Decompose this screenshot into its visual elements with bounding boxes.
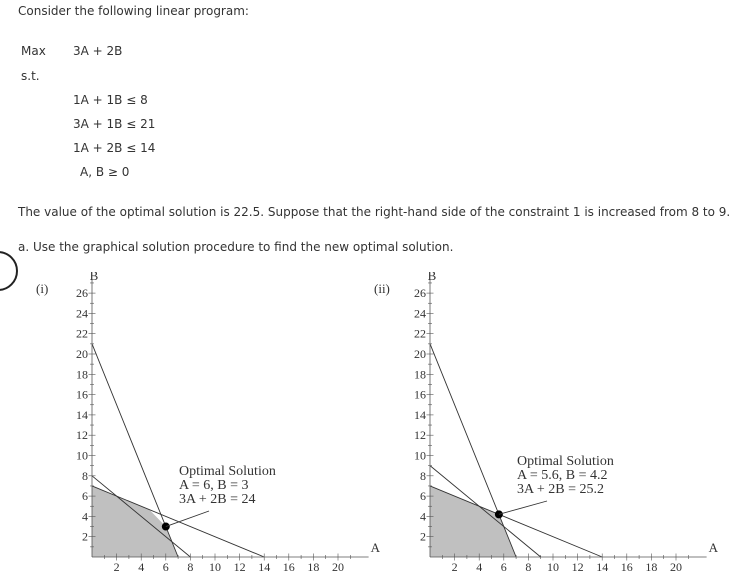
nonnegativity-constraint: A, B ≥ 0: [80, 165, 130, 179]
x-tick-label: 8: [525, 560, 531, 574]
constraint-line-1: [429, 343, 517, 558]
constraint-line-3: [91, 475, 191, 558]
x-axis-label: A: [371, 540, 381, 555]
y-tick-label: 12: [414, 428, 426, 442]
x-tick-label: 12: [234, 560, 246, 574]
annotation-leader-line: [498, 500, 548, 515]
option-ii-label[interactable]: (ii): [374, 281, 390, 296]
x-tick-label: 14: [596, 560, 608, 574]
annotation-leader-line: [165, 510, 210, 527]
x-tick-label: 14: [258, 560, 270, 574]
intro-text: Consider the following linear program:: [18, 4, 249, 18]
x-tick-label: 4: [476, 560, 482, 574]
option-i-label[interactable]: (i): [36, 281, 49, 296]
y-tick-label: 22: [76, 327, 88, 341]
x-tick-label: 18: [307, 560, 319, 574]
constraint-3: 1A + 2B ≤ 14: [73, 141, 156, 155]
y-tick-label: 18: [414, 367, 426, 381]
feasible-region: [430, 485, 517, 557]
question-text: a. Use the graphical solution procedure …: [18, 240, 454, 254]
objective-expression: 3A + 2B: [73, 44, 123, 58]
y-tick-label: 6: [82, 489, 88, 503]
y-tick-label: 2: [82, 530, 88, 544]
constraint-line-2: [91, 485, 265, 558]
constraint-line-3: [429, 465, 541, 558]
y-axis-label: B: [428, 272, 437, 283]
x-tick-label: 6: [163, 560, 169, 574]
y-tick-label: 14: [414, 408, 426, 422]
x-tick-label: 16: [621, 560, 633, 574]
x-tick-label: 10: [547, 560, 559, 574]
y-tick-label: 24: [414, 306, 426, 320]
y-tick-label: 2: [420, 530, 426, 544]
problem-statement: The value of the optimal solution is 22.…: [18, 205, 731, 219]
y-tick-label: 10: [414, 449, 426, 463]
optimal-solution-annotation-line: A = 6, B = 3: [179, 478, 248, 493]
x-tick-label: 18: [645, 560, 657, 574]
y-tick-label: 26: [414, 286, 426, 300]
constraint-line-1: [91, 343, 179, 558]
y-tick-label: 8: [420, 469, 426, 483]
x-tick-label: 20: [332, 560, 344, 574]
y-axis-label: B: [90, 272, 99, 283]
constraint-line-2: [429, 485, 603, 558]
y-tick-label: 4: [420, 509, 426, 523]
y-tick-label: 16: [76, 388, 88, 402]
optimal-solution-annotation-line: 3A + 2B = 25.2: [517, 482, 604, 497]
x-tick-label: 2: [452, 560, 458, 574]
y-tick-label: 4: [82, 509, 88, 523]
x-tick-label: 6: [501, 560, 507, 574]
x-tick-label: 2: [114, 560, 120, 574]
x-tick-label: 16: [283, 560, 295, 574]
objective-label: Max: [21, 44, 46, 58]
constraint-2: 3A + 1B ≤ 21: [73, 117, 156, 131]
graph-option-i: 2 4 6 8 10 12 14 16 18 202468101214161820222426AB…: [76, 272, 381, 574]
x-tick-label: 4: [138, 560, 144, 574]
y-tick-label: 14: [76, 408, 88, 422]
optimal-solution-annotation-line: Optimal Solution: [179, 464, 276, 479]
optimal-solution-annotation-line: A = 5.6, B = 4.2: [517, 468, 607, 483]
x-tick-label: 20: [670, 560, 682, 574]
x-tick-label: 8: [187, 560, 193, 574]
y-tick-label: 10: [76, 449, 88, 463]
y-tick-label: 20: [76, 347, 88, 361]
y-tick-label: 26: [76, 286, 88, 300]
feasible-region: [92, 485, 179, 557]
x-tick-label: 10: [209, 560, 221, 574]
optimal-solution-annotation-line: Optimal Solution: [517, 454, 614, 469]
y-tick-label: 20: [414, 347, 426, 361]
subject-to-label: s.t.: [21, 69, 40, 83]
y-tick-label: 6: [420, 489, 426, 503]
x-axis-label: A: [709, 540, 719, 555]
graph-option-ii: 2 4 6 8 10 12 14 16 18 202468101214161820222426AB…: [414, 272, 719, 574]
y-tick-label: 16: [414, 388, 426, 402]
y-tick-label: 22: [414, 327, 426, 341]
y-tick-label: 12: [76, 428, 88, 442]
radio-button-edge[interactable]: [0, 251, 18, 291]
y-tick-label: 8: [82, 469, 88, 483]
y-tick-label: 18: [76, 367, 88, 381]
y-tick-label: 24: [76, 306, 88, 320]
x-tick-label: 12: [572, 560, 584, 574]
constraint-1: 1A + 1B ≤ 8: [73, 93, 148, 107]
optimal-solution-annotation-line: 3A + 2B = 24: [179, 492, 255, 507]
